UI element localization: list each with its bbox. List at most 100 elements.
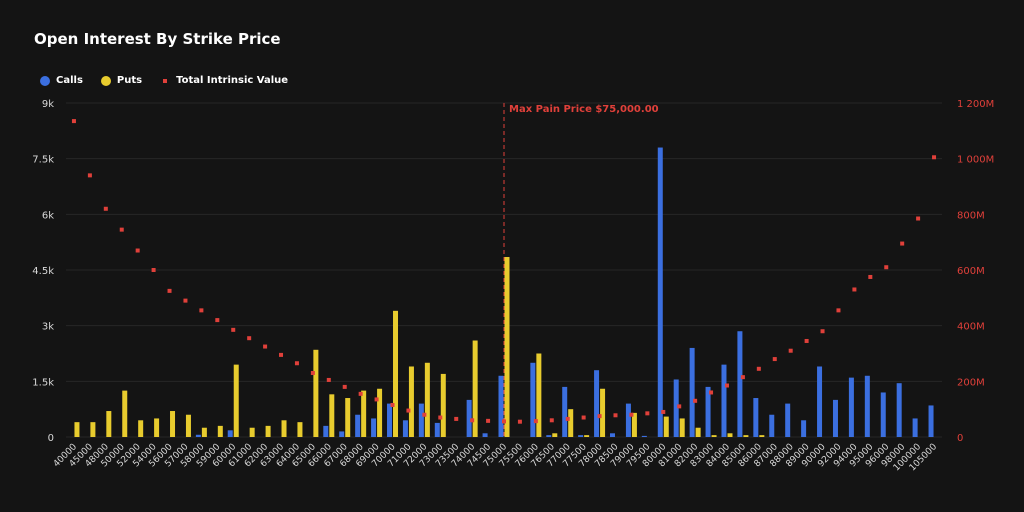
calls-bar xyxy=(530,362,536,437)
legend: Calls Puts Total Intrinsic Value xyxy=(40,75,288,86)
intrinsic-point xyxy=(916,216,921,221)
puts-bar xyxy=(249,427,255,437)
calls-bar xyxy=(721,364,727,437)
puts-bar xyxy=(377,388,383,437)
intrinsic-point xyxy=(613,413,618,418)
y-right-tick: 800M xyxy=(957,210,985,221)
intrinsic-point xyxy=(119,227,124,232)
intrinsic-point xyxy=(358,391,363,396)
puts-bar xyxy=(759,435,765,437)
intrinsic-point xyxy=(597,414,602,419)
legend-intrinsic[interactable]: Total Intrinsic Value xyxy=(160,75,288,86)
calls-bar xyxy=(673,379,679,437)
intrinsic-point xyxy=(71,119,76,124)
y-right-tick: 400M xyxy=(957,322,985,333)
puts-bar xyxy=(313,349,319,437)
intrinsic-point xyxy=(629,412,634,417)
intrinsic-point xyxy=(263,344,268,349)
puts-bar xyxy=(679,418,685,437)
calls-bar xyxy=(880,392,886,437)
calls-bar xyxy=(896,383,902,437)
y-left-tick: 7.5k xyxy=(32,155,54,166)
intrinsic-point xyxy=(740,375,745,380)
puts-bar xyxy=(217,425,223,437)
calls-bar xyxy=(801,420,807,437)
intrinsic-point xyxy=(279,352,284,357)
y-left-tick: 4.5k xyxy=(32,266,54,277)
legend-puts-label: Puts xyxy=(116,75,143,86)
max-pain-label: Max Pain Price $75,000.00 xyxy=(509,104,659,115)
intrinsic-point xyxy=(454,416,459,421)
calls-bar xyxy=(912,418,918,437)
calls-bar xyxy=(594,370,600,437)
puts-bar xyxy=(233,364,239,437)
y-left-tick: 9k xyxy=(42,99,54,110)
calls-bar xyxy=(625,403,631,437)
intrinsic-point xyxy=(199,308,204,313)
calls-bar xyxy=(578,435,584,437)
intrinsic-point xyxy=(215,318,220,323)
y-left-tick: 6k xyxy=(42,210,54,221)
intrinsic-point xyxy=(772,357,777,362)
y-right-tick: 200M xyxy=(957,377,985,388)
calls-bar xyxy=(657,147,663,438)
calls-bar xyxy=(817,366,823,437)
intrinsic-point xyxy=(342,384,347,389)
y-left-tick: 3k xyxy=(42,322,54,333)
calls-bar xyxy=(689,347,695,437)
puts-bar xyxy=(201,427,207,437)
calls-bar xyxy=(737,331,743,437)
puts-bar xyxy=(424,362,430,437)
calls-bar xyxy=(785,403,791,437)
puts-bar xyxy=(408,366,414,437)
calls-bar xyxy=(402,420,408,437)
intrinsic-point xyxy=(470,418,475,423)
intrinsic-point xyxy=(310,370,315,375)
calls-bar xyxy=(498,375,504,437)
y-right-tick: 0 xyxy=(957,433,963,444)
calls-bar xyxy=(434,422,440,437)
intrinsic-point xyxy=(724,383,729,388)
calls-bar xyxy=(371,418,377,437)
calls-bar xyxy=(641,435,647,437)
calls-bar xyxy=(864,375,870,437)
puts-bar xyxy=(472,340,478,437)
puts-swatch xyxy=(100,75,111,86)
puts-bar xyxy=(185,414,191,437)
y-right-tick: 1 000M xyxy=(957,155,994,166)
puts-bar xyxy=(265,425,271,437)
calls-bar xyxy=(705,386,711,437)
intrinsic-point xyxy=(693,398,698,403)
intrinsic-point xyxy=(852,287,857,292)
y-left-tick: 0 xyxy=(48,433,54,444)
puts-bar xyxy=(568,409,574,437)
calls-bar xyxy=(562,386,568,437)
intrinsic-point xyxy=(549,418,554,423)
puts-bar xyxy=(393,310,399,437)
puts-bar xyxy=(727,433,733,437)
intrinsic-point xyxy=(103,206,108,211)
intrinsic-point xyxy=(677,404,682,409)
puts-bar xyxy=(711,435,717,437)
calls-bar xyxy=(323,425,329,437)
puts-bar xyxy=(552,433,558,437)
intrinsic-point xyxy=(804,338,809,343)
intrinsic-point xyxy=(374,397,379,402)
puts-bar xyxy=(695,427,701,437)
intrinsic-point xyxy=(645,411,650,416)
legend-puts[interactable]: Puts xyxy=(100,75,143,86)
intrinsic-point xyxy=(900,241,905,246)
calls-bar xyxy=(418,403,424,437)
intrinsic-point xyxy=(135,248,140,253)
intrinsic-point xyxy=(422,412,427,417)
intrinsic-point xyxy=(151,268,156,272)
puts-bar xyxy=(154,418,160,437)
intrinsic-point xyxy=(932,155,937,160)
intrinsic-point xyxy=(390,402,395,407)
puts-bar xyxy=(329,394,335,437)
legend-calls[interactable]: Calls xyxy=(40,75,83,86)
intrinsic-point xyxy=(884,265,889,270)
y-right-tick: 1 200M xyxy=(957,99,994,110)
intrinsic-point xyxy=(406,408,411,413)
puts-bar xyxy=(536,353,542,437)
